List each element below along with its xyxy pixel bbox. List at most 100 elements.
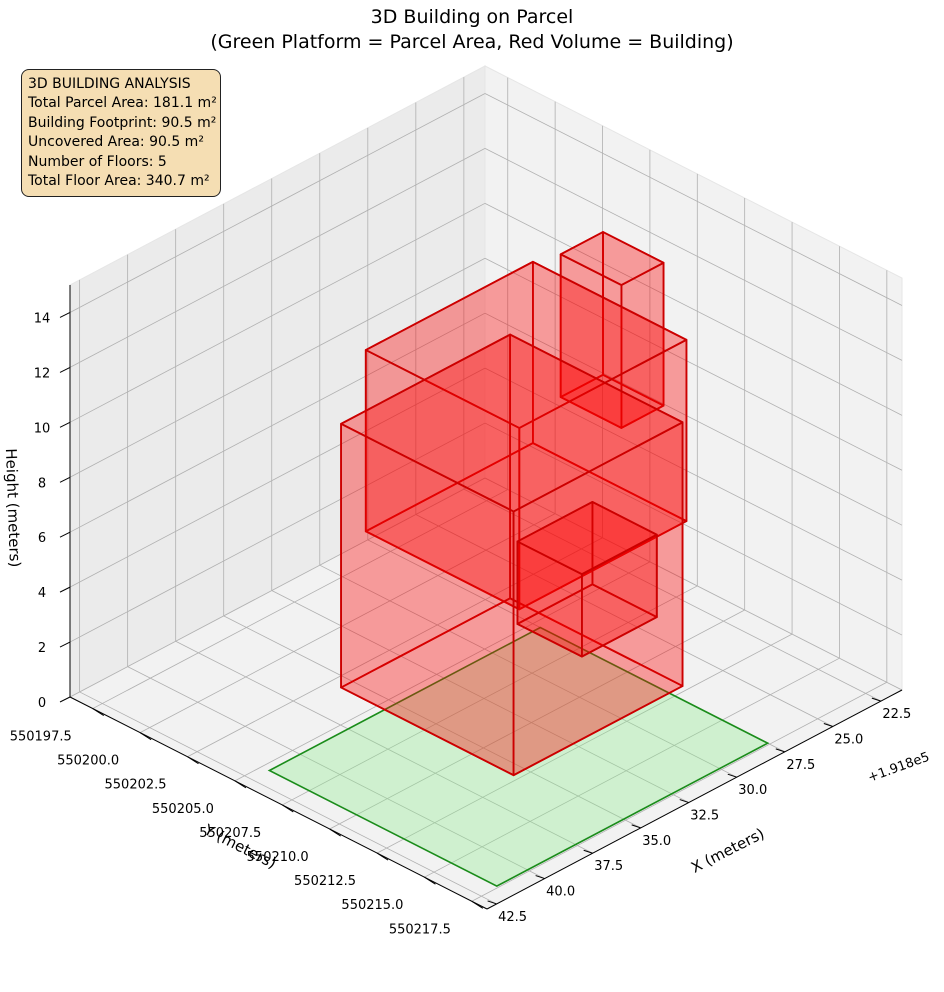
y-tick-label: 550217.5 (389, 922, 451, 937)
chart-subtitle: (Green Platform = Parcel Area, Red Volum… (210, 31, 734, 53)
grid-line (69, 148, 486, 368)
labels-layer: 22.5 25.0 27.5 30.0 32.5 35.0 37.5 40.0 42.5 5501… (2, 311, 932, 937)
building-volume (340, 333, 684, 777)
chart-title: 3D Building on Parcel (370, 6, 574, 28)
x-tick-label: 42.5 (498, 910, 527, 925)
x-tick-label: 37.5 (594, 859, 623, 874)
x-tick-label: 32.5 (690, 809, 719, 824)
building-face (340, 333, 684, 513)
x-tick-label: 27.5 (786, 758, 815, 773)
x-tick-mark (871, 697, 882, 702)
x-tick-mark (631, 824, 641, 829)
x-tick-label: 35.0 (642, 834, 671, 849)
grid-line (69, 477, 486, 698)
x-tick-mark (583, 849, 593, 854)
grid-line (69, 202, 486, 423)
y-tick-label: 550202.5 (105, 778, 167, 793)
y-tick-mark (376, 852, 389, 861)
parcel-layer (267, 626, 770, 888)
building-volume (364, 260, 688, 611)
z-tick-mark (59, 586, 71, 593)
grid-line (139, 513, 556, 734)
y-tick-mark (329, 828, 341, 837)
y-tick-label: 550212.5 (294, 874, 356, 889)
info-box: 3D BUILDING ANALYSIS Total Parcel Area: … (21, 69, 221, 197)
info-line: Total Floor Area: 340.7 m² (28, 173, 210, 190)
grid-line (484, 367, 903, 581)
grid-line (234, 561, 651, 782)
grid-line (484, 257, 903, 471)
grid-line (69, 93, 486, 313)
y-tick-mark (92, 708, 105, 716)
grid-line (223, 615, 641, 829)
y-tick-label: 550205.0 (152, 802, 214, 817)
info-line: Total Parcel Area: 181.1 m² (28, 95, 217, 112)
z-tick-mark (59, 696, 71, 703)
y-tick-mark (471, 900, 484, 909)
building-volume (516, 500, 658, 658)
grid-line (376, 633, 793, 854)
y-tick-label: 550207.5 (199, 826, 261, 841)
x-tick-mark (679, 799, 689, 804)
y-tick-mark (424, 876, 436, 885)
x-tick-label: 40.0 (546, 885, 575, 900)
building-layer (340, 231, 688, 777)
y-tick-mark (139, 732, 152, 741)
y-tick-label: 550197.5 (10, 730, 72, 745)
building-face (559, 231, 665, 287)
x-axis-label: X (meters) (688, 824, 767, 876)
y-tick-mark (234, 780, 247, 789)
x-tick-mark (823, 723, 833, 727)
info-heading: 3D BUILDING ANALYSIS (28, 76, 191, 92)
parcel-platform (267, 626, 770, 888)
z-tick-label: 8 (38, 476, 46, 491)
z-tick-label: 4 (38, 586, 46, 601)
grid-line (329, 609, 745, 830)
grid-line (463, 488, 882, 702)
x-tick-mark (535, 875, 545, 880)
z-axis-label: Height (meters) (2, 448, 24, 568)
z-tick-label: 12 (34, 366, 51, 381)
grid-line (69, 422, 486, 643)
x-tick-label: 22.5 (882, 707, 911, 722)
grid-line (175, 640, 593, 854)
grid-line (415, 514, 834, 727)
x-tick-mark (775, 748, 785, 753)
y-tick-mark (282, 804, 294, 813)
x-offset-label: +1.918e5 (866, 750, 932, 786)
grid-line (127, 666, 545, 879)
z-tick-label: 2 (38, 641, 46, 656)
grid-line (484, 477, 903, 691)
info-line: Number of Floors: 5 (28, 153, 167, 170)
x-tick-label: 25.0 (834, 733, 863, 748)
grid-line (471, 681, 888, 902)
z-tick-label: 6 (38, 531, 46, 546)
info-line: Building Footprint: 90.5 m² (28, 114, 217, 131)
grid-line (484, 422, 903, 636)
x-tick-mark (487, 900, 497, 905)
grid-line (282, 585, 698, 806)
y-tick-label: 550210.0 (247, 850, 309, 865)
grid-line (424, 657, 840, 878)
grid-line (484, 148, 903, 361)
grid-line (69, 312, 486, 533)
grid-line (484, 312, 903, 526)
axes-layer (59, 285, 903, 910)
grid-line (69, 367, 486, 588)
z-tick-mark (59, 366, 71, 373)
z-tick-label: 10 (34, 421, 51, 436)
grid-line (79, 691, 497, 905)
z-tick-mark (59, 312, 71, 318)
grid-line (319, 564, 737, 778)
building-volume (559, 231, 665, 429)
grid-line (187, 537, 603, 758)
building-face (364, 260, 688, 429)
z-tick-label: 0 (38, 696, 46, 711)
y-tick-mark (187, 756, 199, 765)
y-tick-label: 550215.0 (341, 898, 403, 913)
y-axis-line (69, 696, 488, 910)
grid-line (69, 257, 486, 478)
grid-line (484, 93, 903, 306)
x-tick-label: 30.0 (738, 783, 767, 798)
